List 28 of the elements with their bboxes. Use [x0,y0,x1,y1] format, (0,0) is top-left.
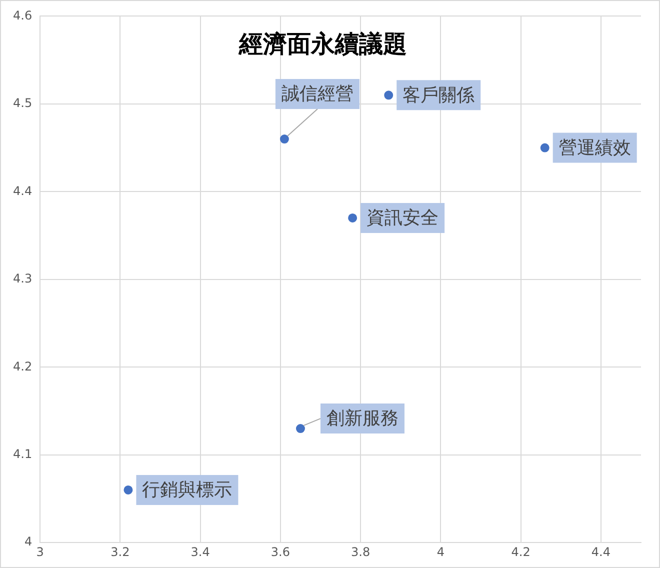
annotation: 營運績效 [558,137,631,158]
point [384,90,394,100]
annotation: 誠信經營 [281,84,354,105]
annotation: 資訊安全 [366,208,439,229]
text: 經濟面永續議題 [238,30,407,58]
x-tick-label: 3.8 [351,544,370,559]
x-tick-label: 3 [36,544,44,559]
x-tick-label: 3.4 [190,544,210,559]
point [280,134,289,144]
x-tick-label: 4 [436,544,445,559]
annotation: 客戶關係 [402,84,475,106]
y-tick-label: 4 [24,534,32,549]
x-tick-label: 4.2 [511,544,530,559]
point [540,143,550,152]
point [124,485,133,494]
x-tick-label: 3.6 [270,544,290,559]
point [348,213,358,222]
point [296,424,305,434]
y-tick-label: 4.2 [12,359,32,374]
x-tick-label: 4.4 [591,544,610,559]
annotation: 創新服務 [326,408,398,430]
y-tick-label: 4.3 [12,272,32,286]
y-tick-label: 4.5 [12,96,32,110]
x-tick-label: 3.2 [110,544,130,559]
annotation: 行銷與標示 [142,480,232,501]
y-tick-label: 4.1 [12,446,32,461]
y-tick-label: 4.6 [12,8,32,22]
y-tick-label: 4.4 [12,184,32,198]
